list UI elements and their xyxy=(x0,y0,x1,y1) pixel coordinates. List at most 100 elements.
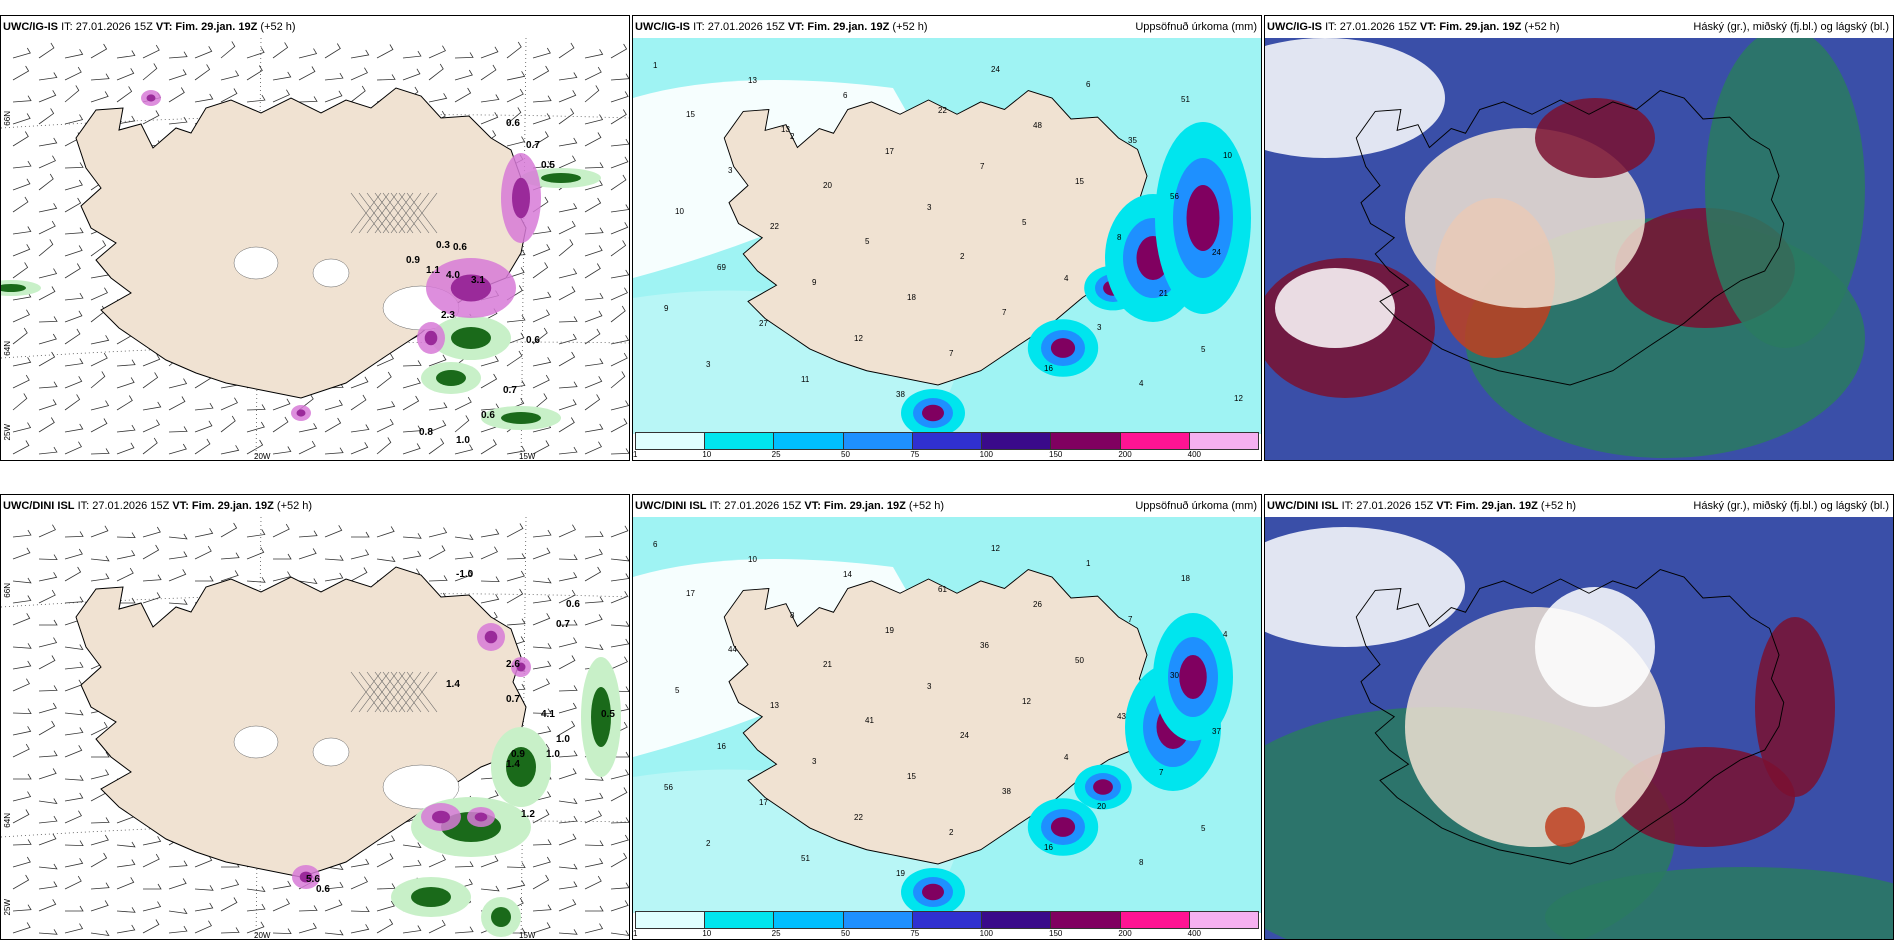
wind-barb xyxy=(584,394,601,411)
panel-header: UWC/DINI ISL IT: 27.01.2026 15Z VT: Fim.… xyxy=(1,495,629,517)
wind-barb xyxy=(64,376,83,389)
wind-barb xyxy=(584,792,604,802)
precip-label: 16 xyxy=(717,742,726,751)
wind-barb xyxy=(195,575,214,582)
cloud-area xyxy=(1265,38,1445,158)
wind-barb xyxy=(558,554,578,561)
wind-barb xyxy=(64,49,84,59)
wind-barb xyxy=(194,402,214,411)
precip-label: 7 xyxy=(980,162,985,171)
wind-barb xyxy=(532,160,552,169)
wind-barb xyxy=(428,354,447,367)
wind-barb xyxy=(142,63,158,81)
wind-barb xyxy=(90,721,108,736)
precip-label: 37 xyxy=(1212,727,1221,736)
wind-barb xyxy=(558,863,578,870)
hatch-line xyxy=(390,192,422,234)
wind-barb xyxy=(246,886,266,893)
wind-barb xyxy=(324,72,344,81)
hatch-line xyxy=(398,671,430,713)
lon-label-15: 15W xyxy=(519,931,536,940)
wind-barb xyxy=(168,908,188,915)
wind-barb xyxy=(558,637,578,648)
wind-barb xyxy=(428,919,446,934)
panel-top-middle: UWC/IG-IS IT: 27.01.2026 15Z VT: Fim. 29… xyxy=(632,15,1262,461)
wind-barb xyxy=(376,418,394,433)
valid-time: VT: Fim. 29.jan. 19Z xyxy=(155,21,258,33)
precip-label: 50 xyxy=(1075,656,1084,665)
wind-barb xyxy=(90,769,110,780)
wind-barb xyxy=(38,399,57,411)
wind-barb xyxy=(584,66,602,81)
snow-core xyxy=(146,94,156,102)
wind-barb xyxy=(610,240,627,257)
wind-barb xyxy=(376,853,394,868)
wind-barb xyxy=(610,109,627,125)
cloud-area xyxy=(1535,587,1655,707)
wind-barb xyxy=(246,529,266,538)
colorbar-label: 50 xyxy=(841,929,850,938)
wind-barb xyxy=(558,351,576,367)
wind-barb xyxy=(64,840,84,847)
wind-barb xyxy=(64,441,82,455)
temp-label: 0.3 xyxy=(436,240,450,251)
wind-barb xyxy=(610,573,629,582)
temp-label: -1.0 xyxy=(456,569,474,580)
wind-barb xyxy=(38,90,57,103)
wind-barb xyxy=(220,570,239,582)
temp-label: 0.5 xyxy=(541,160,555,171)
wind-barb xyxy=(532,595,552,604)
precip-label: 10 xyxy=(1223,151,1232,160)
precip-label: 20 xyxy=(1097,802,1106,811)
wind-barb xyxy=(376,526,395,538)
colorbar-label: 100 xyxy=(979,450,994,459)
map-clouds xyxy=(1265,517,1893,939)
wind-barb xyxy=(142,354,161,367)
precip-label: 13 xyxy=(748,76,757,85)
colorbar-label: 25 xyxy=(771,450,781,459)
wind-barb xyxy=(12,708,32,715)
wind-barb xyxy=(610,204,629,213)
precip-label: 17 xyxy=(885,147,894,156)
wind-barb xyxy=(532,374,550,389)
colorbar-segment xyxy=(981,911,1051,929)
precip-label: 12 xyxy=(1234,394,1243,403)
wind-barb xyxy=(38,702,57,714)
wind-barb xyxy=(480,528,500,538)
wind-barb xyxy=(376,900,395,912)
precip-peak xyxy=(1186,185,1220,251)
wind-barb xyxy=(142,574,162,582)
precip-label: 15 xyxy=(1075,177,1084,186)
wind-barb xyxy=(584,875,602,890)
wind-barb xyxy=(38,446,58,455)
wind-barb xyxy=(194,902,214,912)
wind-barb xyxy=(584,810,602,824)
colorbar-label: 400 xyxy=(1187,929,1202,938)
wind-barb xyxy=(428,45,446,59)
wind-barb xyxy=(64,858,84,868)
wind-barb xyxy=(12,922,31,934)
wind-barb xyxy=(116,115,136,125)
temp-label: 1.4 xyxy=(506,759,520,770)
valid-time: VT: Fim. 29.jan. 19Z xyxy=(1436,500,1538,512)
wind-barb xyxy=(558,220,576,235)
wind-barb xyxy=(220,897,238,912)
wind-barb xyxy=(246,439,264,455)
wind-barb xyxy=(454,444,474,455)
wind-barb xyxy=(610,525,629,538)
iceland-coastline xyxy=(1355,89,1785,386)
wind-barb xyxy=(194,885,214,891)
hatch-line xyxy=(374,671,406,713)
precip-label: 51 xyxy=(1181,95,1190,104)
wind-barb xyxy=(558,42,575,59)
wind-barb xyxy=(506,553,526,560)
wind-barb xyxy=(584,114,604,125)
precip-colorbar xyxy=(635,432,1259,450)
precip-label: 19 xyxy=(885,626,894,635)
wind-barb xyxy=(117,597,136,604)
wind-barb xyxy=(90,900,109,912)
wind-barb xyxy=(220,879,240,890)
wind-barb xyxy=(272,416,289,433)
wind-barb xyxy=(584,197,602,213)
wind-barb xyxy=(559,619,578,626)
